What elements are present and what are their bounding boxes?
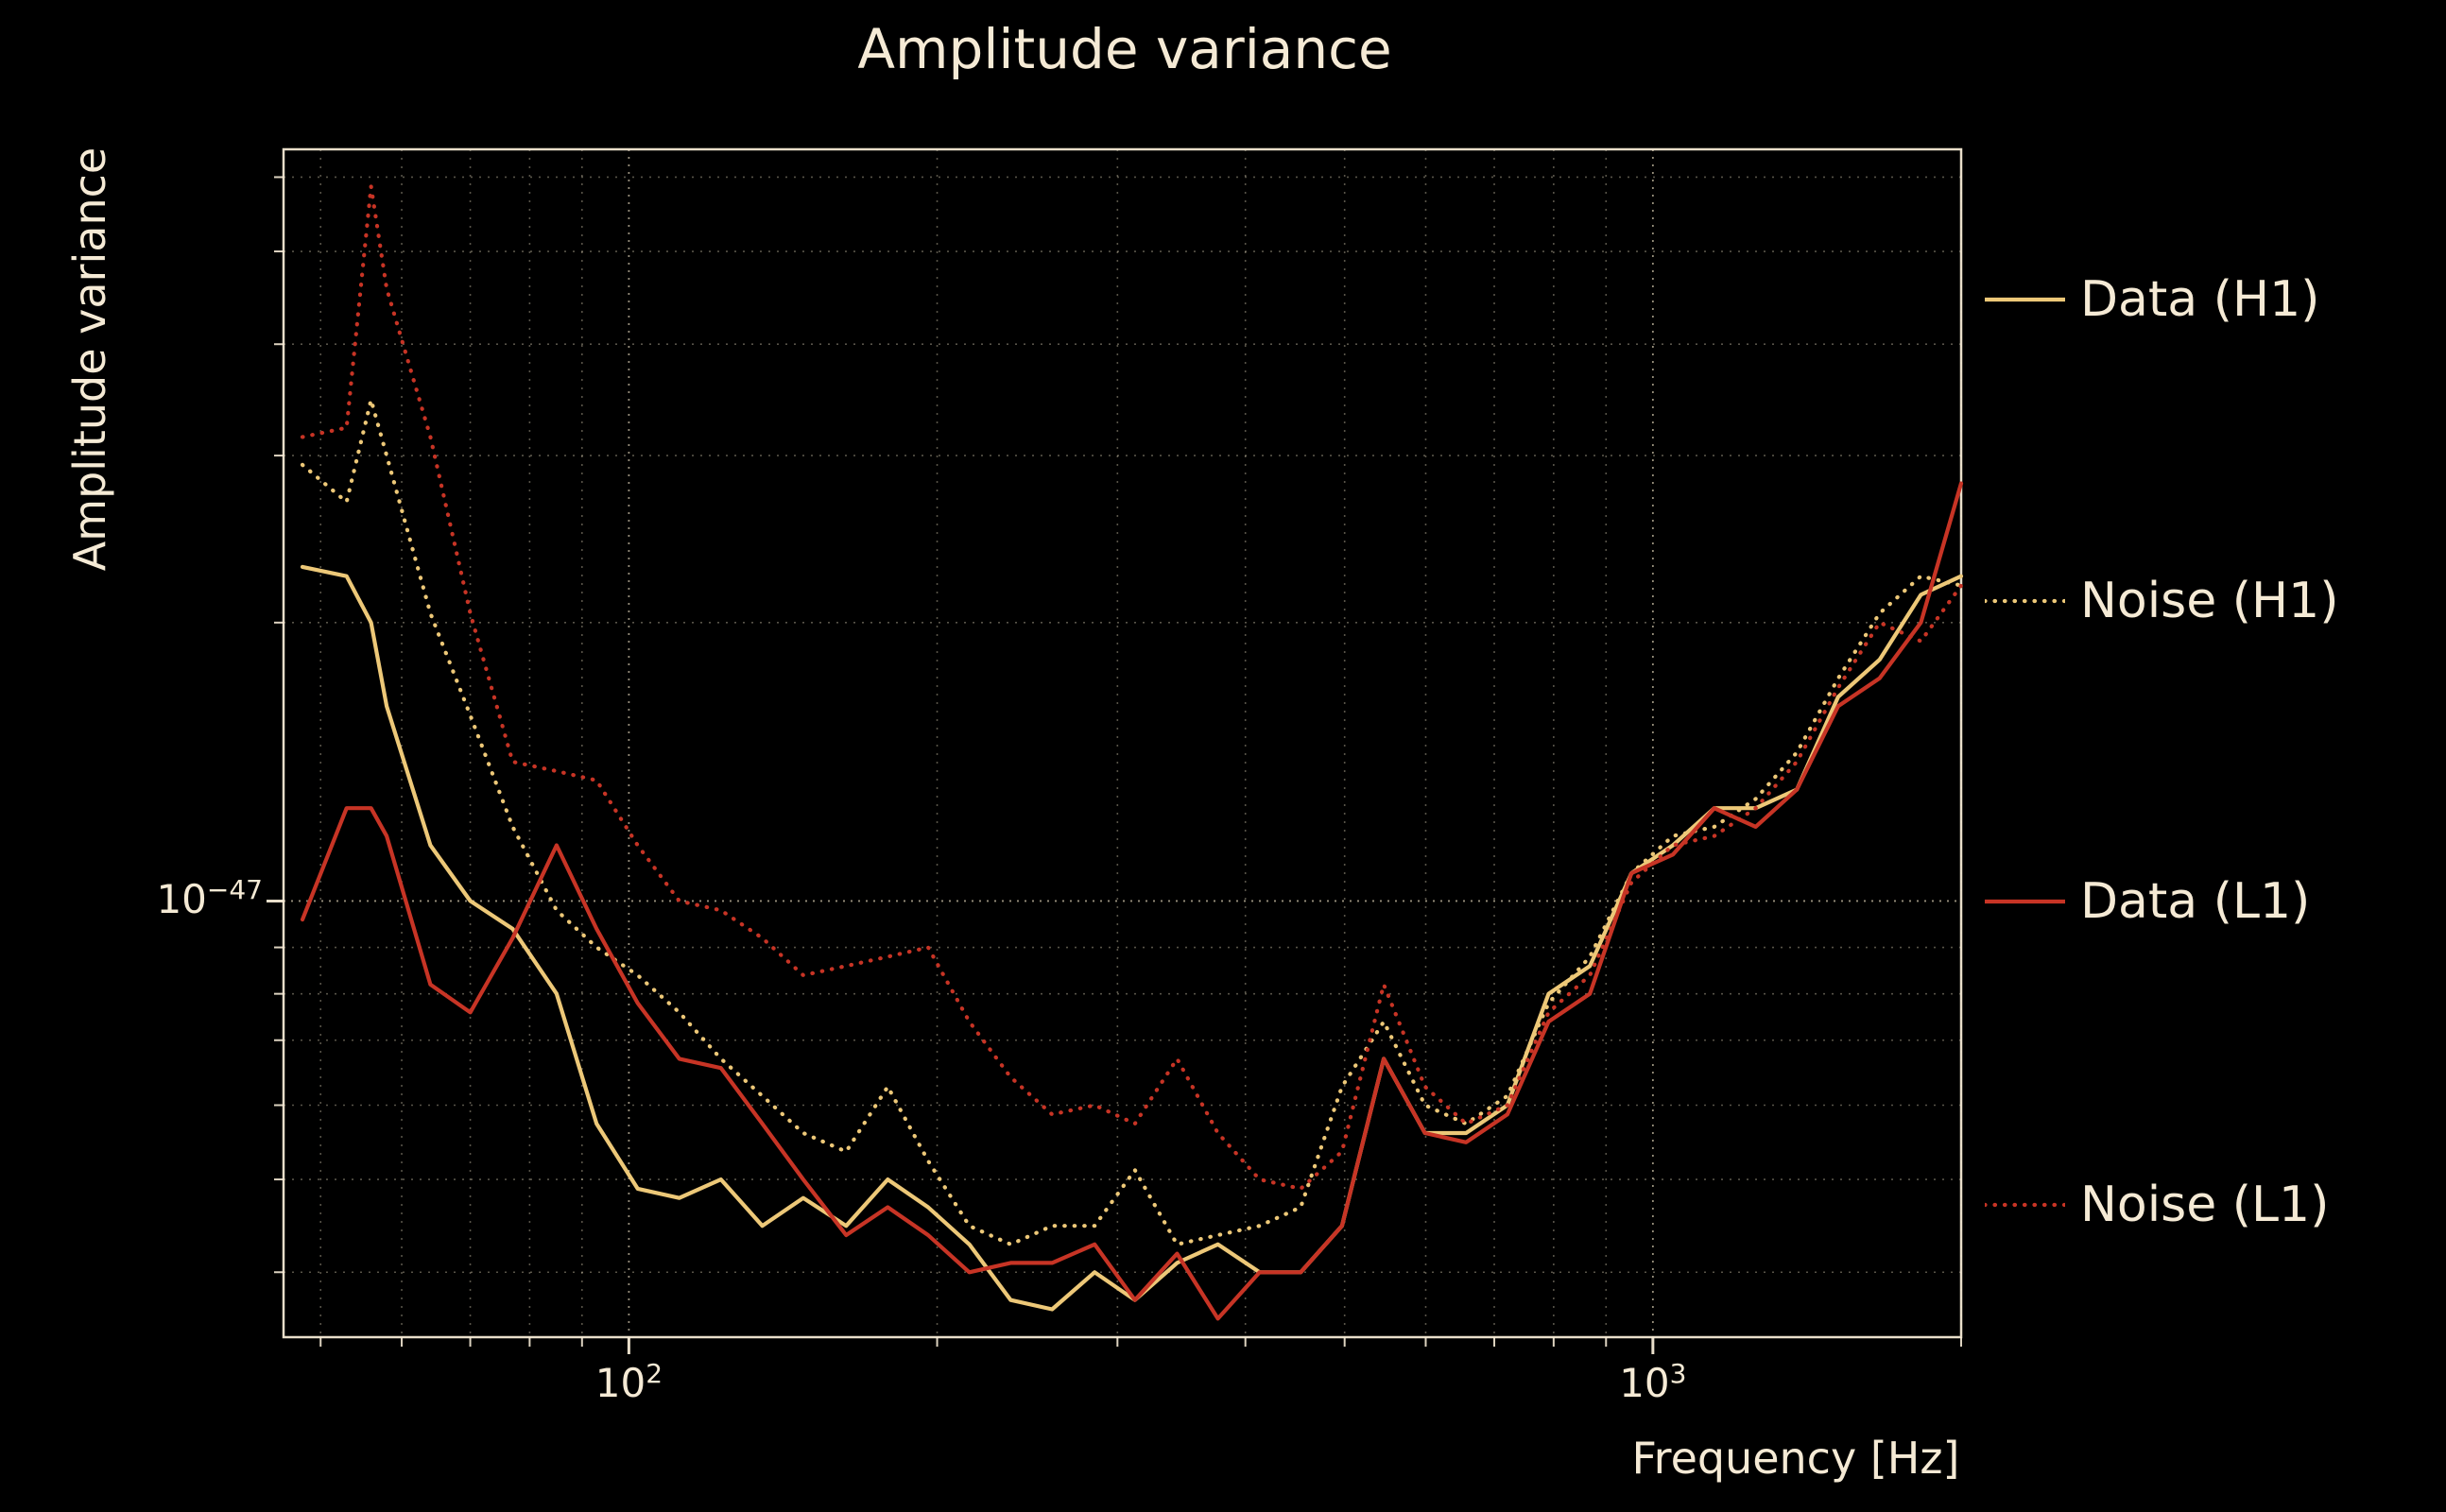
y-tick-exponent: −47 [206,874,263,906]
legend-item-noise-l1: Noise (L1) [1985,1175,2329,1235]
legend-label-noise-l1: Noise (L1) [2080,1177,2330,1233]
x-tick-exponent: 2 [646,1358,663,1389]
legend-item-data-h1: Data (H1) [1985,269,2319,330]
legend-line-sample-data-l1 [1985,899,2065,904]
legend-line-sample-data-h1 [1985,297,2065,302]
legend-label-data-h1: Data (H1) [2080,271,2320,328]
legend-item-noise-h1: Noise (H1) [1985,571,2339,631]
x-tick-label-100: 102 [595,1358,663,1406]
x-tick-label-1000: 103 [1619,1358,1686,1406]
legend-label-data-l1: Data (L1) [2080,873,2311,930]
x-axis-label: Frequency [Hz] [1631,1433,1960,1484]
x-tick-exponent: 3 [1669,1358,1687,1389]
y-tick-base: 10 [156,876,207,923]
legend-item-data-l1: Data (L1) [1985,871,2310,932]
legend: Data (H1) Noise (H1) Data (L1) Noise (L1… [1985,0,2438,1512]
legend-label-noise-h1: Noise (H1) [2080,573,2339,629]
x-tick-base: 10 [594,1360,646,1406]
legend-line-sample-noise-h1 [1985,598,2065,604]
legend-line-sample-noise-l1 [1985,1202,2065,1208]
x-tick-base: 10 [1619,1360,1670,1406]
chart-title: Amplitude variance [857,17,1392,81]
y-tick-label-1e-47: 10−47 [156,874,263,922]
